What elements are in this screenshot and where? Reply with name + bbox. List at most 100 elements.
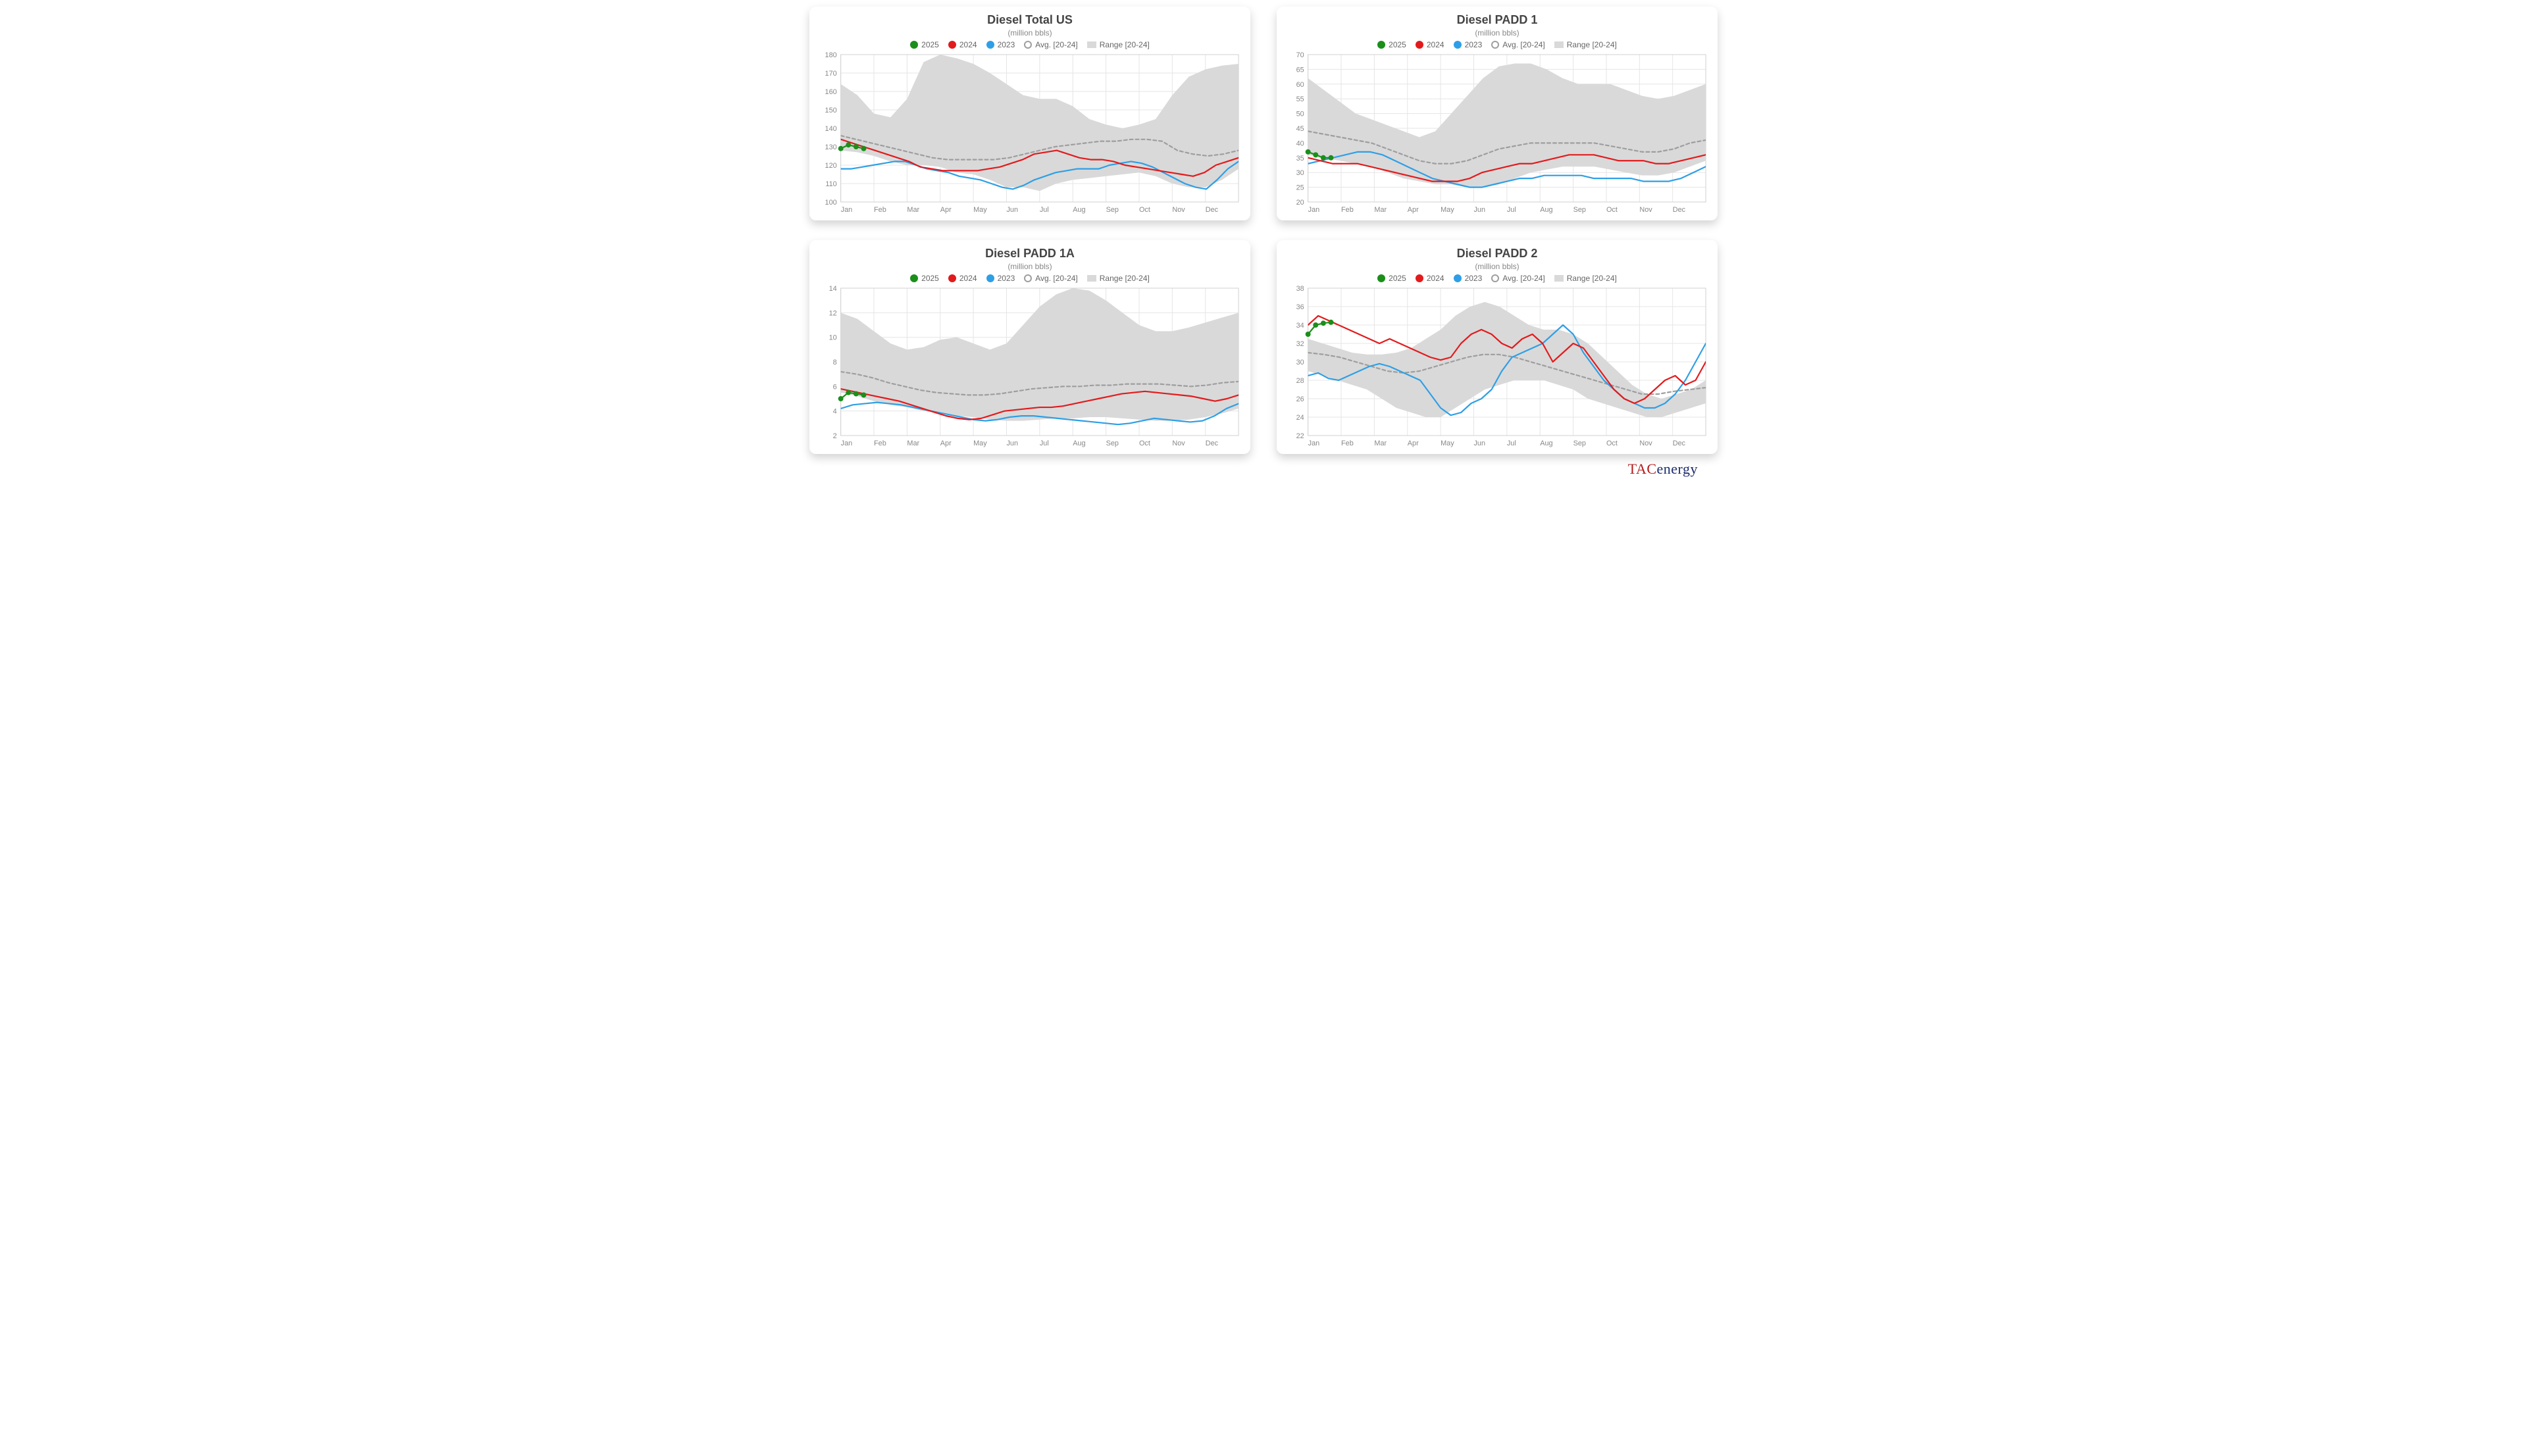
chart-legend: 2025 2024 2023 Avg. [20-24] Range [20-24… [1282,40,1712,49]
chart-plot: 2468101214JanFebMarAprMayJunJulAugSepOct… [815,286,1245,450]
chart-card-padd1a: Diesel PADD 1A (million bbls) 2025 2024 … [809,240,1250,454]
svg-text:Jan: Jan [841,439,853,447]
chart-title: Diesel Total US [815,13,1245,27]
svg-text:2: 2 [833,432,837,440]
svg-text:Mar: Mar [1374,439,1387,447]
block-icon [1554,275,1564,282]
svg-text:100: 100 [825,199,837,207]
svg-text:Jun: Jun [1006,206,1018,214]
svg-text:Sep: Sep [1106,439,1119,447]
svg-text:Dec: Dec [1673,439,1686,447]
svg-text:34: 34 [1296,322,1304,330]
svg-text:65: 65 [1296,66,1304,74]
svg-text:25: 25 [1296,184,1304,192]
svg-text:May: May [973,206,987,214]
ring-icon [1491,274,1499,282]
chart-subtitle: (million bbls) [815,262,1245,271]
svg-text:Mar: Mar [1374,206,1387,214]
legend-item-2025: 2025 [910,274,939,283]
svg-text:Apr: Apr [940,439,952,447]
legend-item-2025: 2025 [910,40,939,49]
svg-text:24: 24 [1296,414,1304,422]
svg-text:Jan: Jan [1308,206,1320,214]
dot-icon [948,274,956,282]
svg-text:130: 130 [825,143,837,151]
ring-icon [1024,41,1032,49]
svg-text:May: May [1441,206,1454,214]
svg-text:Feb: Feb [874,206,886,214]
svg-text:60: 60 [1296,81,1304,89]
svg-text:35: 35 [1296,155,1304,163]
svg-text:Apr: Apr [1408,206,1419,214]
logo-part1: TAC [1628,461,1657,477]
dot-icon [986,41,994,49]
svg-text:Oct: Oct [1139,206,1150,214]
svg-text:110: 110 [825,180,836,188]
svg-text:Dec: Dec [1206,439,1219,447]
svg-text:Aug: Aug [1073,439,1085,447]
svg-text:Nov: Nov [1639,206,1652,214]
svg-text:38: 38 [1296,286,1304,293]
svg-text:Aug: Aug [1073,206,1085,214]
chart-card-padd1: Diesel PADD 1 (million bbls) 2025 2024 2… [1277,7,1718,220]
chart-title: Diesel PADD 1 [1282,13,1712,27]
dot-icon [1377,41,1385,49]
legend-item-2023: 2023 [986,40,1015,49]
ring-icon [1491,41,1499,49]
svg-text:14: 14 [829,286,837,293]
svg-text:Apr: Apr [1408,439,1419,447]
svg-text:Nov: Nov [1172,439,1185,447]
chart-title: Diesel PADD 1A [815,247,1245,261]
svg-text:Nov: Nov [1639,439,1652,447]
svg-text:Jan: Jan [1308,439,1320,447]
svg-text:Oct: Oct [1139,439,1150,447]
legend-item-range: Range [20-24] [1087,40,1150,49]
svg-text:Jul: Jul [1507,439,1516,447]
legend-item-2025: 2025 [1377,40,1406,49]
legend-item-avg: Avg. [20-24] [1491,40,1545,49]
svg-text:28: 28 [1296,377,1304,385]
dot-icon [1454,274,1462,282]
dot-icon [1454,41,1462,49]
svg-text:Jul: Jul [1040,206,1049,214]
svg-text:Sep: Sep [1573,206,1586,214]
svg-text:55: 55 [1296,95,1304,103]
svg-text:8: 8 [833,359,837,366]
legend-item-2024: 2024 [1416,274,1444,283]
svg-text:Dec: Dec [1206,206,1219,214]
ring-icon [1024,274,1032,282]
svg-text:30: 30 [1296,169,1304,177]
chart-card-total-us: Diesel Total US (million bbls) 2025 2024… [809,7,1250,220]
svg-text:Jun: Jun [1473,439,1485,447]
svg-text:Feb: Feb [874,439,886,447]
legend-item-avg: Avg. [20-24] [1491,274,1545,283]
block-icon [1554,41,1564,48]
svg-text:45: 45 [1296,125,1304,133]
svg-text:Feb: Feb [1341,439,1354,447]
svg-text:22: 22 [1296,432,1304,440]
svg-text:Mar: Mar [907,206,919,214]
svg-text:Sep: Sep [1106,206,1119,214]
svg-text:Jul: Jul [1040,439,1049,447]
svg-text:Jun: Jun [1006,439,1018,447]
svg-text:150: 150 [825,107,837,114]
svg-text:Jul: Jul [1507,206,1516,214]
svg-text:May: May [1441,439,1454,447]
svg-text:160: 160 [825,88,837,96]
svg-text:Oct: Oct [1606,206,1618,214]
svg-text:Dec: Dec [1673,206,1686,214]
dot-icon [1416,274,1423,282]
chart-subtitle: (million bbls) [815,28,1245,38]
dot-icon [1416,41,1423,49]
svg-text:40: 40 [1296,139,1304,147]
svg-text:May: May [973,439,987,447]
legend-item-2024: 2024 [1416,40,1444,49]
svg-text:4: 4 [833,408,837,416]
chart-legend: 2025 2024 2023 Avg. [20-24] Range [20-24… [1282,274,1712,283]
legend-item-2023: 2023 [1454,40,1483,49]
svg-text:36: 36 [1296,303,1304,311]
logo-part2: energy [1657,461,1698,477]
svg-text:Aug: Aug [1540,206,1552,214]
chart-card-padd2: Diesel PADD 2 (million bbls) 2025 2024 2… [1277,240,1718,454]
chart-subtitle: (million bbls) [1282,262,1712,271]
